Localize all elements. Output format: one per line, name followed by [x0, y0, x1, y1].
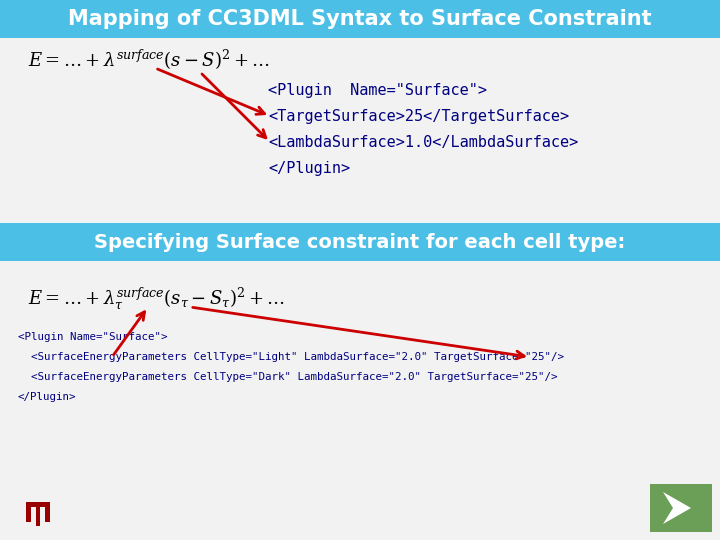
Text: </Plugin>: </Plugin>: [268, 160, 350, 176]
Text: Mapping of CC3DML Syntax to Surface Constraint: Mapping of CC3DML Syntax to Surface Cons…: [68, 9, 652, 29]
Text: </Plugin>: </Plugin>: [18, 392, 76, 402]
Bar: [27, 502, 31, 522]
Text: <SurfaceEnergyParameters CellType="Dark" LambdaSurface="2.0" TargetSurface="25"/: <SurfaceEnergyParameters CellType="Dark"…: [18, 372, 557, 382]
Text: <Plugin Name="Surface">: <Plugin Name="Surface">: [18, 332, 168, 342]
Text: $E = \ldots + \lambda^{\mathit{surface}}(s - S)^2 + \ldots$: $E = \ldots + \lambda^{\mathit{surface}}…: [28, 48, 270, 72]
Text: Specifying Surface constraint for each cell type:: Specifying Surface constraint for each c…: [94, 233, 626, 252]
Text: <Plugin  Name="Surface">: <Plugin Name="Surface">: [268, 83, 487, 98]
Text: <TargetSurface>25</TargetSurface>: <TargetSurface>25</TargetSurface>: [268, 109, 569, 124]
Text: <SurfaceEnergyParameters CellType="Light" LambdaSurface="2.0" TargetSurface="25": <SurfaceEnergyParameters CellType="Light…: [18, 352, 564, 362]
Text: <LambdaSurface>1.0</LambdaSurface>: <LambdaSurface>1.0</LambdaSurface>: [268, 134, 578, 150]
Bar: [650, 484, 712, 532]
Text: $E = \ldots + \lambda_{\tau}^{\mathit{surface}}(s_{\tau} - S_{\tau})^2 + \ldots$: $E = \ldots + \lambda_{\tau}^{\mathit{su…: [28, 286, 285, 312]
Bar: [0, 38, 720, 223]
Bar: [27, 502, 50, 507]
Bar: [0, 223, 720, 261]
Polygon shape: [663, 492, 691, 524]
Bar: [36, 502, 40, 525]
Bar: [45, 502, 50, 522]
Bar: [0, 0, 720, 38]
Bar: [0, 261, 720, 540]
